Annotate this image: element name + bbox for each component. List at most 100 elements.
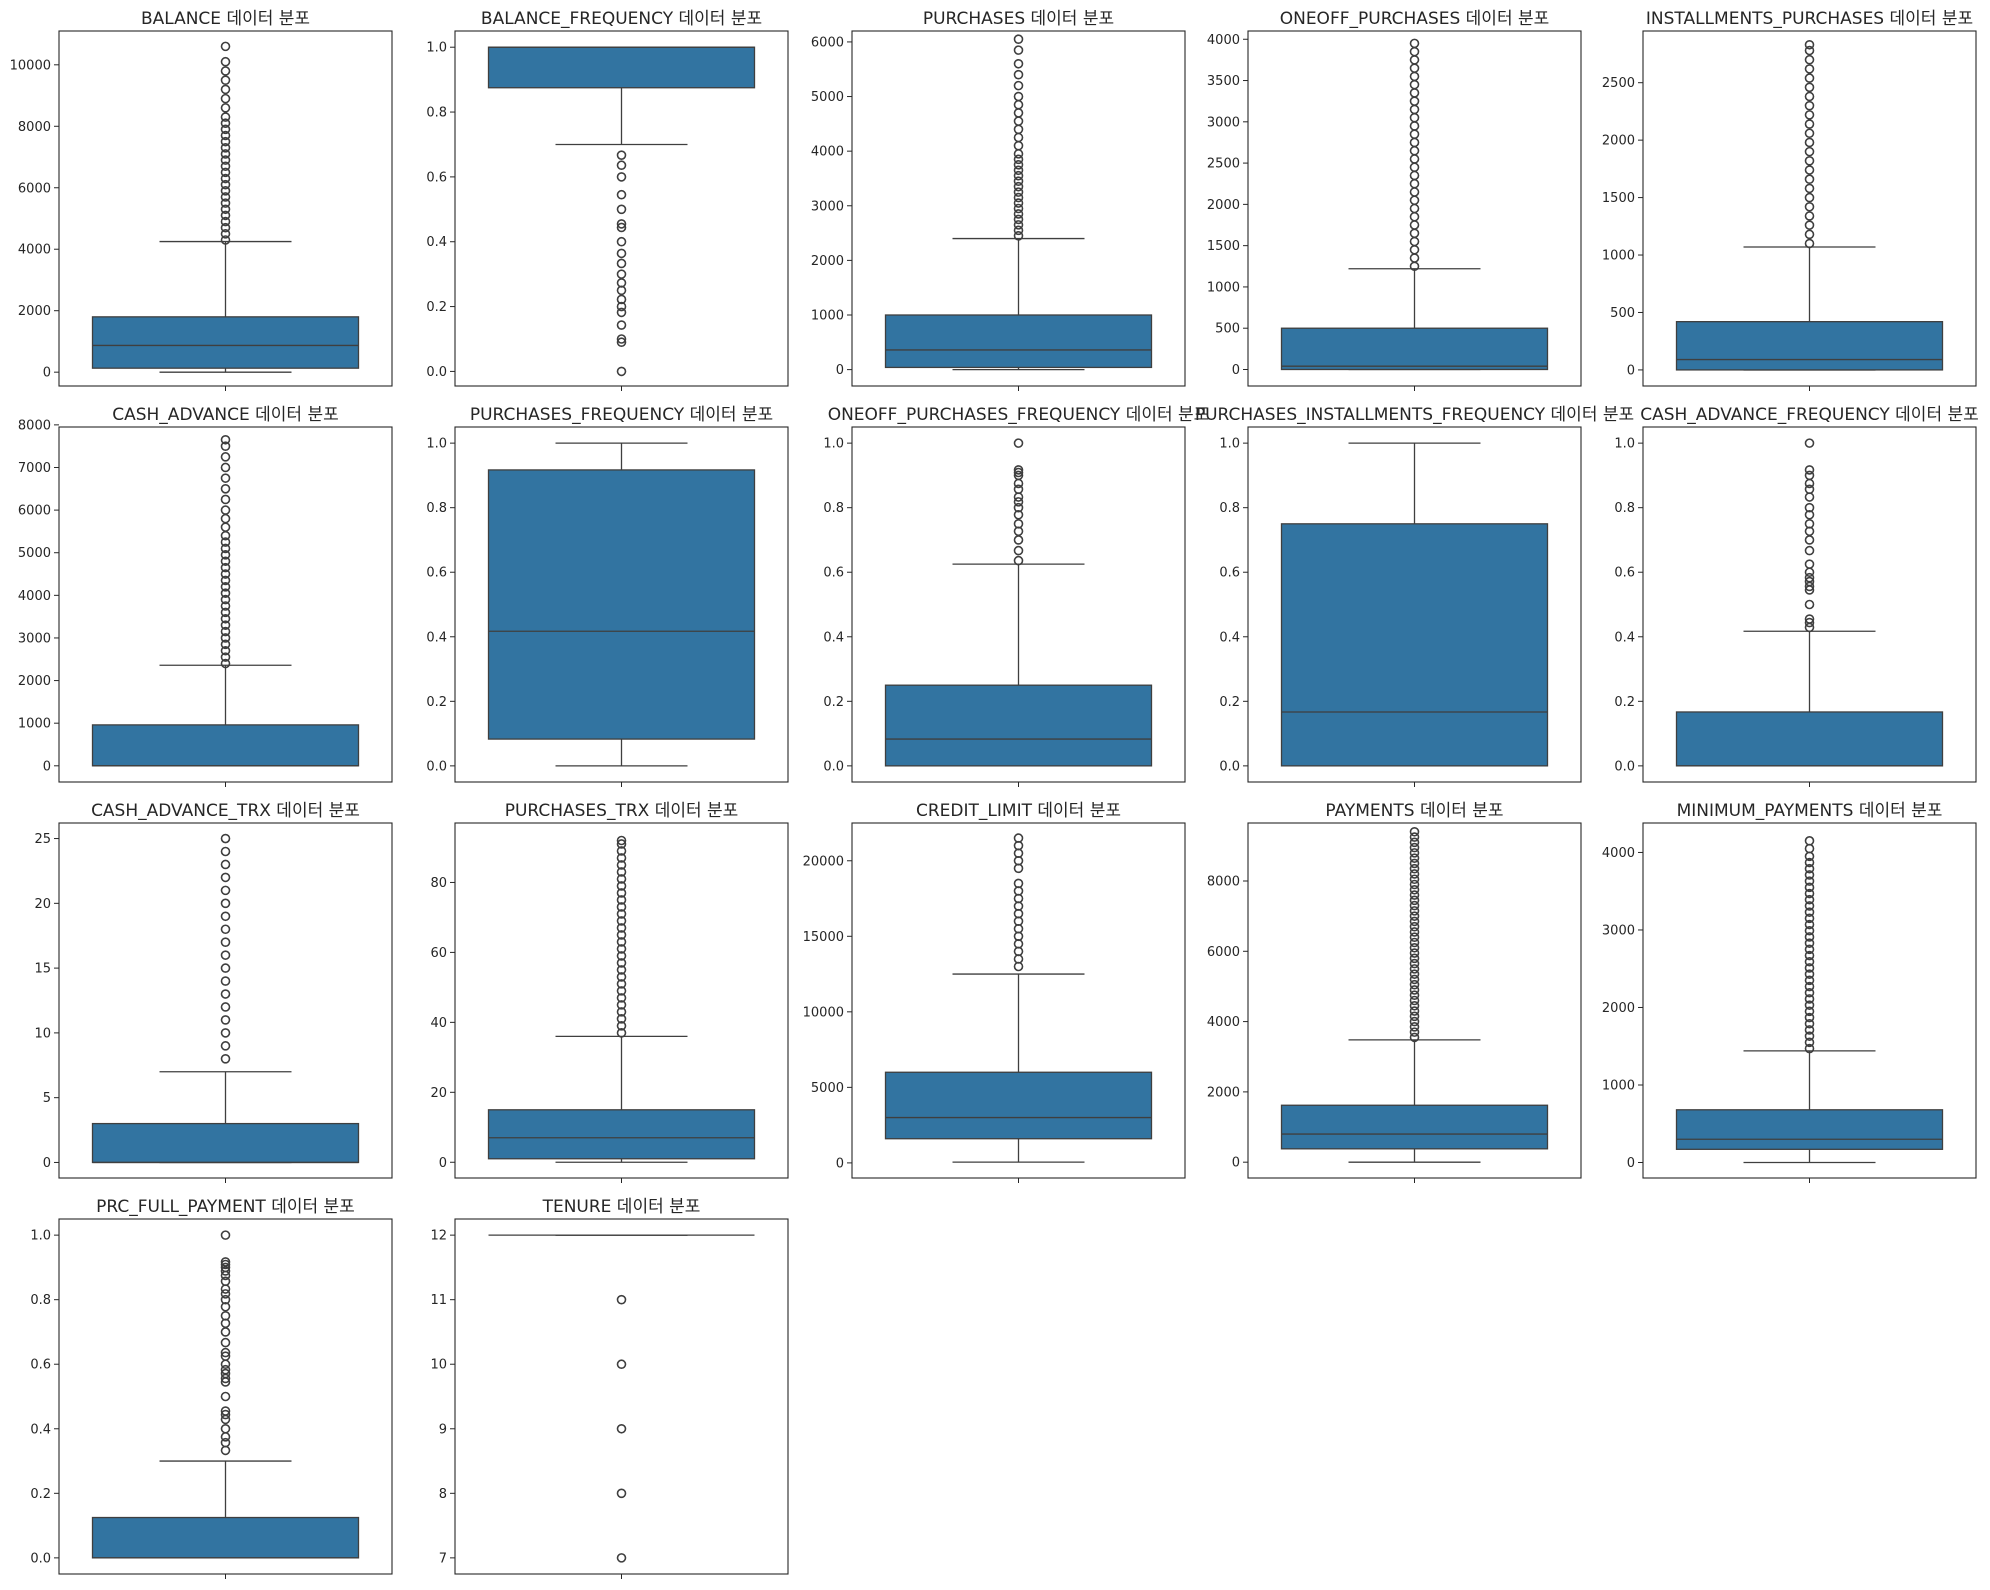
outlier-point <box>1409 884 1420 895</box>
outlier-point <box>220 1423 231 1434</box>
y-tick-label: 5000 <box>811 1081 844 1096</box>
subplot-3: PURCHASES 데이터 분포 0 1000 2000 3000 4000 5000 600… <box>811 9 1186 391</box>
outlier-point <box>1804 146 1815 157</box>
axes-frame <box>454 822 789 1179</box>
subplot-title: CASH_ADVANCE 데이터 분포 <box>112 405 339 425</box>
outlier-point <box>1409 195 1420 206</box>
outlier-point <box>220 513 231 524</box>
outlier-point <box>1013 170 1024 181</box>
outlier-point <box>220 846 231 857</box>
y-tick-label: 5 <box>43 1091 51 1106</box>
outlier-point <box>1804 502 1815 513</box>
outlier-point <box>616 944 627 954</box>
outlier-point <box>1804 576 1815 587</box>
outlier-point <box>1804 137 1815 148</box>
subplot-title: PURCHASES_TRX 데이터 분포 <box>505 801 739 821</box>
outlier-point <box>220 1368 231 1379</box>
iqr-box <box>884 684 1153 767</box>
outlier-point <box>220 198 231 208</box>
outlier-point <box>1409 890 1420 900</box>
outlier-point <box>220 1284 231 1294</box>
subplot-8: ONEOFF_PURCHASES_FREQUENCY 데이터 분포 0.0 0.2 0… <box>823 405 1209 787</box>
y-tick-label: 15 <box>34 962 51 977</box>
outlier-point <box>1409 154 1420 164</box>
outlier-point <box>616 172 627 182</box>
outlier-point <box>220 483 231 494</box>
outlier-point <box>616 958 627 968</box>
iqr-box <box>1675 321 1944 371</box>
y-tick-label: 0.8 <box>426 501 447 516</box>
y-tick-label: 3500 <box>1207 74 1240 89</box>
outlier-point <box>220 142 231 153</box>
outlier-point <box>220 613 231 624</box>
outlier-point <box>1804 54 1815 65</box>
axes-frame <box>1642 30 1977 387</box>
outlier-point <box>220 1437 231 1448</box>
axes-frame <box>58 1218 393 1575</box>
outlier-point <box>1409 228 1420 239</box>
outlier-point <box>220 1351 231 1361</box>
outlier-point <box>1013 176 1024 186</box>
outlier-point <box>220 1406 231 1416</box>
axes-frame <box>454 426 789 783</box>
outlier-point <box>220 601 231 611</box>
outlier-point <box>220 130 231 141</box>
outlier-point <box>220 1230 231 1240</box>
outlier-point <box>1804 1031 1815 1041</box>
outlier-point <box>220 859 231 870</box>
outlier-point <box>220 1445 231 1456</box>
y-tick-label: 11 <box>430 1293 447 1308</box>
outlier-point <box>220 537 231 547</box>
outlier-point <box>1409 220 1420 230</box>
outlier-point <box>1804 45 1815 56</box>
outlier-point <box>1409 38 1420 49</box>
outlier-point <box>616 337 627 348</box>
outlier-point <box>220 594 231 605</box>
y-tick-label: 0.0 <box>1219 759 1240 774</box>
outlier-point <box>220 179 231 190</box>
y-tick-label: 0.6 <box>30 1358 51 1373</box>
y-tick-label: 1000 <box>18 717 51 732</box>
y-tick-label: 10 <box>430 1358 447 1373</box>
subplot-4: ONEOFF_PURCHASES 데이터 분포 0 500 1000 1500 2000 2… <box>1207 9 1582 391</box>
y-tick-label: 1.0 <box>426 437 447 452</box>
outlier-point <box>1804 836 1815 846</box>
outlier-point <box>1013 165 1024 176</box>
outlier-point <box>1804 82 1815 93</box>
outlier-point <box>1013 124 1024 135</box>
subplot-10: CASH_ADVANCE_FREQUENCY 데이터 분포 0.0 0.2 0.4 0.… <box>1614 405 1979 787</box>
outlier-point <box>220 93 231 104</box>
outlier-point <box>220 872 231 883</box>
outlier-point <box>1804 950 1815 961</box>
outlier-point <box>220 550 231 560</box>
outlier-point <box>1804 438 1815 448</box>
outlier-point <box>1013 181 1024 192</box>
outlier-point <box>220 462 231 473</box>
outlier-point <box>220 1337 231 1348</box>
y-tick-label: 0.0 <box>426 759 447 774</box>
outlier-point <box>1409 990 1420 1001</box>
outlier-point <box>1804 963 1815 973</box>
axes-frame <box>1247 30 1582 387</box>
outlier-point <box>1409 853 1420 863</box>
outlier-point <box>220 633 231 643</box>
y-tick-label: 20000 <box>803 854 844 869</box>
y-tick-label: 4000 <box>18 243 51 258</box>
outlier-point <box>220 56 231 67</box>
y-tick-label: 0 <box>43 366 51 381</box>
outlier-point <box>220 556 231 567</box>
outlier-point <box>1409 121 1420 131</box>
outlier-point <box>616 986 627 996</box>
y-tick-label: 0 <box>836 1156 844 1171</box>
outlier-point <box>220 911 231 922</box>
y-tick-label: 1500 <box>1207 239 1240 254</box>
outlier-point <box>220 192 231 202</box>
outlier-point <box>220 210 231 221</box>
y-tick-label: 0.2 <box>823 695 844 710</box>
outlier-point <box>1013 160 1024 170</box>
outlier-point <box>1409 979 1420 990</box>
y-tick-label: 6000 <box>18 181 51 196</box>
outlier-point <box>220 103 231 113</box>
outlier-point <box>220 229 231 239</box>
iqr-box <box>487 1109 756 1160</box>
